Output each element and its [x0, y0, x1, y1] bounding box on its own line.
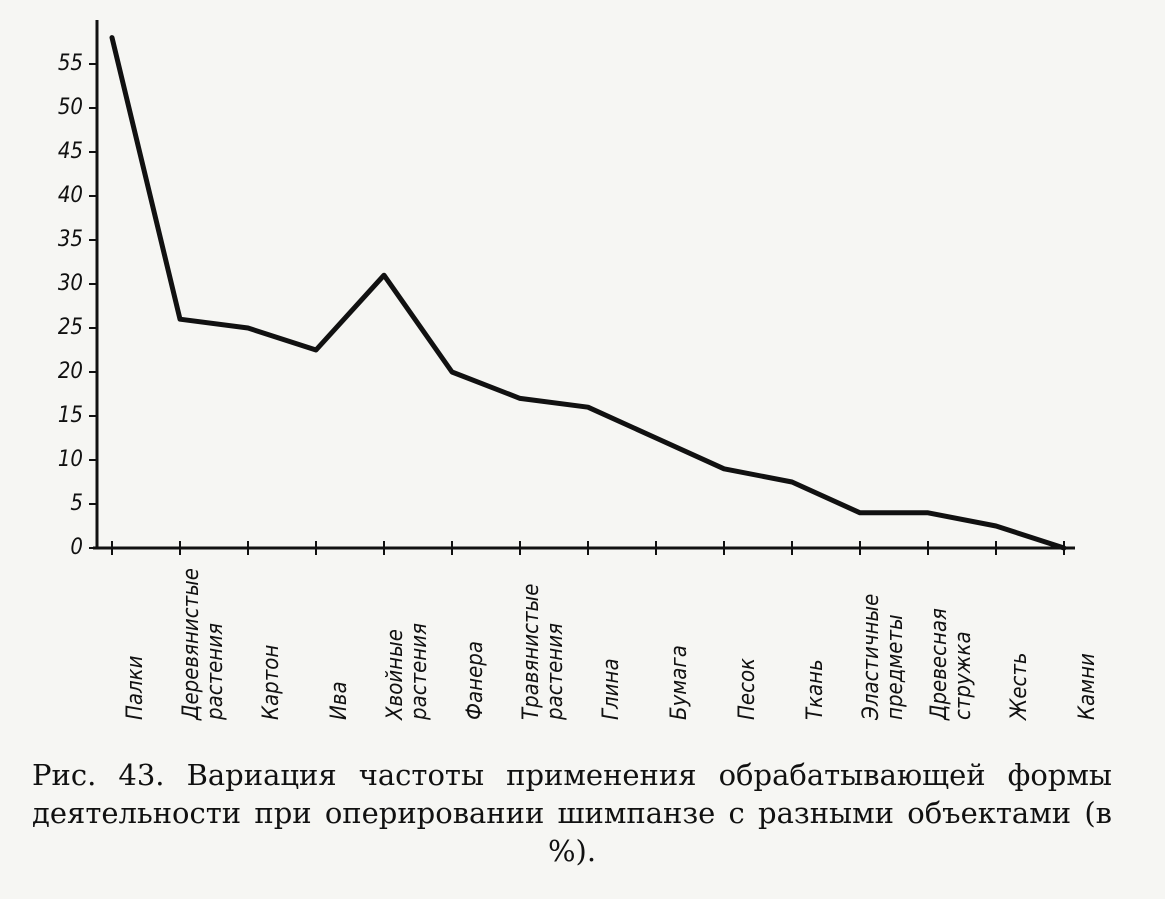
y-tick-label: 25 — [58, 315, 83, 340]
x-tick-label: Деревянистыерастения — [179, 568, 228, 721]
x-tick-label: Картон — [259, 645, 284, 720]
y-tick-label: 0 — [70, 535, 83, 560]
y-tick-label: 20 — [58, 359, 83, 384]
y-tick-label: 30 — [58, 271, 83, 296]
y-tick-label: 35 — [58, 227, 83, 252]
y-tick-label: 55 — [58, 51, 83, 76]
x-tick-label: Эластичныепредметы — [859, 594, 908, 721]
y-tick-label: 10 — [58, 447, 83, 472]
x-tick-label: Хвойныерастения — [383, 623, 432, 721]
data-line — [109, 35, 1067, 551]
x-tick-label: Жесть — [1007, 652, 1032, 721]
x-tick-label: Бумага — [667, 645, 692, 720]
x-tick-label: Травянистыерастения — [519, 584, 568, 721]
y-tick-label: 45 — [58, 139, 83, 164]
caption: Рис. 43. Вариация частоты применения обр… — [32, 758, 1112, 868]
x-tick-label: Ткань — [803, 659, 828, 720]
x-tick-label: Песок — [735, 658, 760, 720]
chart: 0 5 10 15 20 25 30 35 40 45 50 55 Палки Деревянистыер… — [58, 20, 1100, 721]
y-tick-label: 5 — [70, 491, 83, 516]
x-tick-label: Древеснаястружка — [927, 608, 976, 721]
x-tick-label: Фанера — [463, 641, 488, 720]
y-tick-label: 15 — [58, 403, 83, 428]
x-tick-label: Глина — [599, 658, 624, 720]
x-tick-label: Палки — [123, 655, 148, 720]
y-tick-label: 40 — [58, 183, 83, 208]
x-tick-label: Ива — [327, 681, 352, 720]
y-tick-label: 50 — [58, 95, 83, 120]
x-tick-label: Камни — [1075, 653, 1100, 720]
